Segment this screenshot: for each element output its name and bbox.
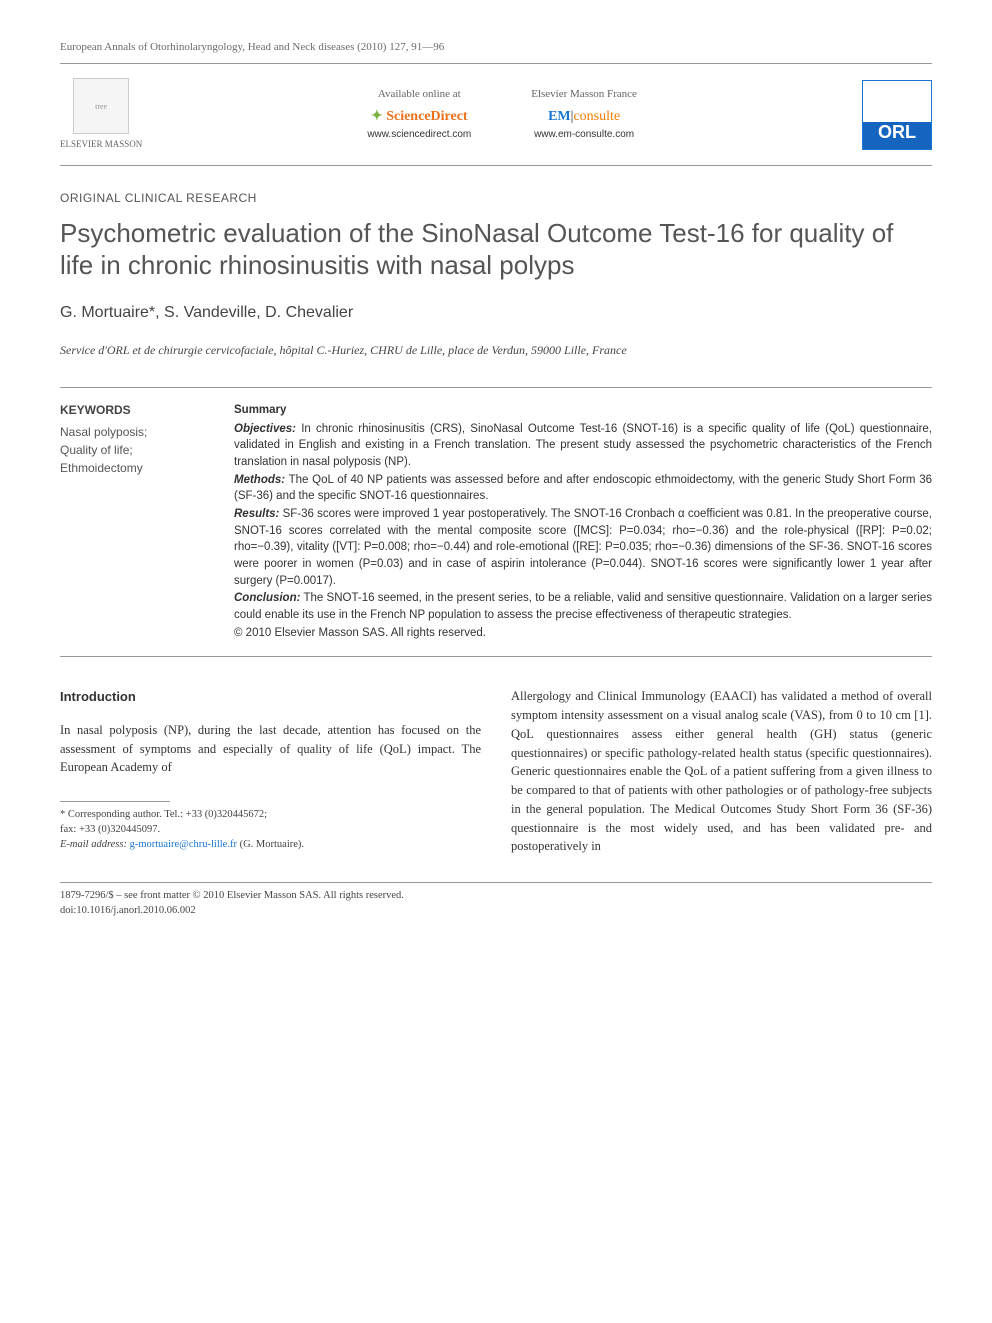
intro-paragraph-right: Allergology and Clinical Immunology (EAA… xyxy=(511,687,932,856)
corr-fax: fax: +33 (0)320445097. xyxy=(60,823,481,838)
summary-methods: Methods: The QoL of 40 NP patients was a… xyxy=(234,472,932,505)
results-text: SF-36 scores were improved 1 year postop… xyxy=(234,508,932,587)
article-type: ORIGINAL CLINICAL RESEARCH xyxy=(60,190,932,207)
methods-label: Methods: xyxy=(234,474,285,486)
email-link[interactable]: g-mortuaire@chru-lille.fr xyxy=(130,839,237,850)
objectives-text: In chronic rhinosinusitis (CRS), SinoNas… xyxy=(234,423,932,468)
email-name: (G. Mortuaire). xyxy=(240,839,304,850)
publisher-name: ELSEVIER MASSON xyxy=(60,138,142,151)
journal-citation: European Annals of Otorhinolaryngology, … xyxy=(60,40,932,55)
emconsulte-url[interactable]: www.em-consulte.com xyxy=(531,128,637,142)
body-columns: Introduction In nasal polyposis (NP), du… xyxy=(60,687,932,856)
emconsulte-block: Elsevier Masson France EM|consulte www.e… xyxy=(531,87,637,142)
masson-label: Elsevier Masson France xyxy=(531,87,637,102)
footnote-rule xyxy=(60,801,170,802)
keyword-item: Quality of life; xyxy=(60,441,210,459)
available-label: Available online at xyxy=(367,87,471,102)
authors: G. Mortuaire*, S. Vandeville, D. Chevali… xyxy=(60,302,932,324)
abstract-block: KEYWORDS Nasal polyposis; Quality of lif… xyxy=(60,387,932,657)
methods-text: The QoL of 40 NP patients was assessed b… xyxy=(234,474,932,503)
left-column: Introduction In nasal polyposis (NP), du… xyxy=(60,687,481,856)
journal-logo: ORL xyxy=(862,80,932,150)
em-text: EM xyxy=(548,109,571,124)
right-column: Allergology and Clinical Immunology (EAA… xyxy=(511,687,932,856)
keyword-item: Nasal polyposis; xyxy=(60,423,210,441)
sciencedirect-brand[interactable]: ScienceDirect xyxy=(367,107,471,127)
corresponding-author-footnote: * Corresponding author. Tel.: +33 (0)320… xyxy=(60,808,481,852)
affiliation: Service d'ORL et de chirurgie cervicofac… xyxy=(60,342,932,359)
summary-conclusion: Conclusion: The SNOT-16 seemed, in the p… xyxy=(234,590,932,623)
footer-rule xyxy=(60,882,932,883)
keyword-item: Ethmoidectomy xyxy=(60,459,210,477)
article-title: Psychometric evaluation of the SinoNasal… xyxy=(60,217,932,282)
summary-objectives: Objectives: In chronic rhinosinusitis (C… xyxy=(234,421,932,471)
summary-heading: Summary xyxy=(234,402,932,419)
conclusion-label: Conclusion: xyxy=(234,592,300,604)
intro-heading: Introduction xyxy=(60,687,481,707)
results-label: Results: xyxy=(234,508,279,520)
email-label: E-mail address: xyxy=(60,839,127,850)
issn-line: 1879-7296/$ – see front matter © 2010 El… xyxy=(60,889,932,904)
availability-links: Available online at ScienceDirect www.sc… xyxy=(367,87,637,142)
keywords-column: KEYWORDS Nasal polyposis; Quality of lif… xyxy=(60,402,210,642)
emconsulte-brand[interactable]: EM|consulte xyxy=(531,107,637,127)
corr-tel: * Corresponding author. Tel.: +33 (0)320… xyxy=(60,808,481,823)
keywords-heading: KEYWORDS xyxy=(60,402,210,419)
conclusion-text: The SNOT-16 seemed, in the present serie… xyxy=(234,592,932,621)
consulte-text: consulte xyxy=(573,109,620,124)
publisher-logo: tree ELSEVIER MASSON xyxy=(60,78,142,151)
intro-paragraph-left: In nasal polyposis (NP), during the last… xyxy=(60,721,481,777)
summary-copyright: © 2010 Elsevier Masson SAS. All rights r… xyxy=(234,625,932,642)
sciencedirect-block: Available online at ScienceDirect www.sc… xyxy=(367,87,471,142)
doi-line: doi:10.1016/j.anorl.2010.06.002 xyxy=(60,904,932,919)
corr-email-line: E-mail address: g-mortuaire@chru-lille.f… xyxy=(60,838,481,853)
elsevier-tree-icon: tree xyxy=(73,78,129,134)
copyright-footer: 1879-7296/$ – see front matter © 2010 El… xyxy=(60,889,932,918)
summary-results: Results: SF-36 scores were improved 1 ye… xyxy=(234,506,932,589)
header: tree ELSEVIER MASSON Available online at… xyxy=(60,63,932,166)
objectives-label: Objectives: xyxy=(234,423,296,435)
sciencedirect-url[interactable]: www.sciencedirect.com xyxy=(367,128,471,142)
summary-column: Summary Objectives: In chronic rhinosinu… xyxy=(234,402,932,642)
